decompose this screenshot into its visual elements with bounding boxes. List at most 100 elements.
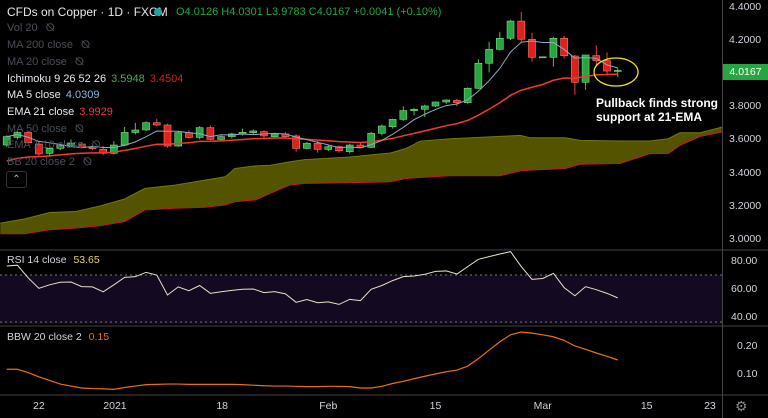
time-axis-label: 22 [33,400,45,412]
rsi-value: 53.65 [73,254,100,266]
price-axis-label: 3.2000 [729,199,762,212]
candle [131,122,140,135]
indicator-legend-item[interactable]: MA 50 close ⦰ [7,122,84,136]
eye-off-icon[interactable]: ⦰ [81,39,90,51]
candle-body [88,147,97,149]
candle-body [474,62,483,89]
candle [538,56,547,59]
candle [549,36,558,67]
annotation-text: Pullback finds strong support at 21-EMA [596,96,718,124]
candle [506,19,515,41]
rsi-panel [0,251,722,324]
candle-body [613,70,622,72]
candle-body [549,37,558,58]
ema21-line [6,73,618,162]
low-value: L3.9783 [265,6,306,18]
leading-span-b-line [0,131,722,235]
annotation-ellipse [593,57,639,87]
open-value: O4.0126 [176,6,219,18]
candle-body [303,143,311,149]
indicator-legend-item[interactable]: BB 20 close 2 ⦰ [7,155,92,169]
eye-off-icon[interactable]: ⦰ [91,139,101,151]
candle-body [335,146,343,151]
indicator-label: BB 20 close 2 [7,156,75,168]
change-value: +0.0041 (+0.10%) [353,6,442,18]
candle-body [270,133,279,137]
candle-body [420,105,429,110]
time-axis-label: Mar [533,400,552,412]
time-axis-label: 2021 [103,400,127,412]
candle-body [581,54,590,83]
candle-body [67,143,75,146]
symbol-title[interactable]: CFDs on Copper · 1D · FXCM [7,5,168,19]
gear-icon[interactable]: ⚙ [735,398,748,414]
indicator-label: MA 50 close [7,123,67,135]
close-value: C4.0167 [308,6,351,18]
candle [67,139,75,147]
ma5-line [6,40,618,149]
indicator-legend-item[interactable]: EMA 1 10 close ⦰ [7,138,100,152]
candle [560,35,568,59]
indicator-legend-item[interactable]: Ichimoku 9 26 52 26 3.5948 3.4504 [7,72,183,86]
candle [613,68,622,77]
indicator-label: MA 200 close [7,39,74,51]
price-axis-label: 3.0000 [729,232,762,245]
annotation-line-1: Pullback finds strong [596,96,719,110]
candle [228,132,236,139]
indicator-legend-item[interactable]: MA 200 close ⦰ [7,38,90,52]
indicator-legend-item[interactable]: Vol 20 ⦰ [7,21,54,35]
candle [453,98,461,107]
bbw-axis-label: 0.20 [737,340,758,352]
bbw-panel [6,331,618,391]
candle-body [517,20,526,40]
candle-body [496,37,504,50]
candle [463,87,472,104]
candle-body [313,143,322,150]
candle-body [453,100,461,103]
candle-body [249,130,258,133]
candle-body [528,38,536,58]
collapse-legend-button[interactable]: ⌃ [6,171,27,188]
candle-body [485,49,493,64]
candle-body [206,127,215,140]
candle-body [506,20,515,39]
annotation-line-2: support at 21-EMA [596,110,703,124]
eye-off-icon[interactable]: ⦰ [45,22,55,34]
eye-off-icon[interactable]: ⦰ [82,156,92,168]
indicator-legend-item[interactable]: EMA 21 close 3.9929 [7,105,113,119]
candle [528,32,536,62]
candle-body [217,136,225,140]
indicator-label: Ichimoku 9 26 52 26 [7,73,107,85]
candle [335,145,343,153]
candle-body [378,125,386,134]
indicator-label: MA 5 close [7,89,61,101]
eye-off-icon[interactable]: ⦰ [74,56,84,68]
ohlc-readout: O4.0126 H4.0301 L3.9783 C4.0167 +0.0041 … [176,6,441,18]
indicator-label: EMA 1 10 close [7,139,84,151]
candle [431,101,440,108]
time-axis-label: 18 [216,400,229,412]
candle-body [163,124,172,147]
candle [571,54,579,95]
candle-body [120,132,129,146]
candle [410,107,418,116]
candle-body [560,37,568,56]
candle [399,106,408,121]
price-axis-label: 4.4000 [729,1,762,13]
candle-body [463,87,472,103]
rsi-legend[interactable]: RSI 14 close 53.65 [7,254,100,266]
price-axis-label: 4.2000 [729,34,762,47]
indicator-value: 4.0309 [65,89,100,101]
candle-body [399,110,408,120]
candle [152,118,161,127]
indicator-legend-item[interactable]: MA 20 close ⦰ [7,55,84,69]
eye-off-icon[interactable]: ⦰ [74,123,84,135]
leading-span-a-line [0,126,722,224]
candle-body [142,122,150,131]
bbw-legend[interactable]: BBW 20 close 2 0.15 [7,331,109,343]
candle [35,141,43,156]
candle [378,124,386,136]
high-value: H4.0301 [221,6,263,18]
indicator-legend-item[interactable]: MA 5 close 4.0309 [7,88,99,102]
